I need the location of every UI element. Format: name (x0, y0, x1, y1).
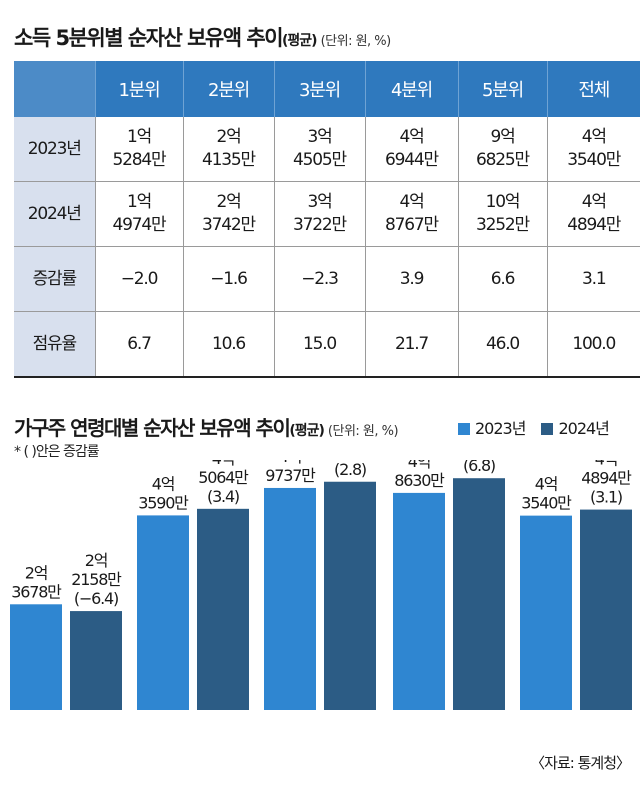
row-header: 점유율 (14, 311, 95, 378)
bar-value-label: 2158만 (71, 570, 122, 589)
table-header-cell: 2분위 (182, 61, 274, 117)
table-cell: 2억 4135만 (182, 117, 274, 182)
table-cell: −2.3 (273, 246, 365, 312)
table-title: 소득 5분위별 순자산 보유액 추이(평균) (단위: 원, %) (14, 22, 391, 52)
table-cell: 4억 4894만 (546, 181, 640, 247)
table-row: 2024년 1억 4974만 2억 3742만 3억 3722만 4억 8767만 10… (14, 181, 640, 247)
table-row: 2023년 1억 5284만 2억 4135만 3억 4505만 4억 6944만 9억… (14, 117, 640, 182)
bar-2023-3 (264, 487, 316, 710)
table-header-cell: 3분위 (273, 61, 365, 117)
bar-2023-2 (137, 515, 189, 710)
table-header-cell: 4분위 (364, 61, 458, 117)
table-header-cell: 1분위 (94, 61, 183, 117)
table-cell: 1억 5284만 (94, 117, 183, 182)
table-cell: 6.6 (457, 246, 547, 312)
table-cell: 10.6 (182, 311, 274, 378)
bar-value-label: 4억 (152, 474, 175, 493)
bar-2024-5 (580, 509, 632, 710)
chart-legend: 2023년 2024년 (458, 415, 610, 439)
bar-2023-4 (393, 492, 445, 710)
bar-value-label: 8630만 (394, 471, 445, 490)
bar-2024-3 (324, 481, 376, 710)
table-cell: 4억 3540만 (546, 117, 640, 182)
row-header: 2023년 (14, 117, 95, 182)
source-credit: 〈자료: 통계청〉 (530, 754, 631, 772)
chart-title-text: 가구주 연령대별 순자산 보유액 추이 (14, 416, 291, 440)
legend-label: 2024년 (558, 419, 609, 438)
row-header: 2024년 (14, 181, 95, 247)
legend-label: 2023년 (475, 419, 526, 438)
quintile-table: 1분위 2분위 3분위 4분위 5분위 전체 2023년 1억 5284만 2억 4… (14, 61, 640, 378)
bar-value-label: 4억 (212, 460, 235, 468)
table-unit: (단위: 원, %) (320, 34, 392, 49)
table-cell: 3.9 (364, 246, 458, 312)
bar-value-label: 3590만 (138, 493, 189, 512)
bar-value-label: 3678만 (11, 582, 62, 601)
table-cell: 1억 4974만 (94, 181, 183, 247)
table-header-corner (14, 61, 95, 117)
bar-2024-1 (70, 611, 122, 710)
table-header-row: 1분위 2분위 3분위 4분위 5분위 전체 (14, 61, 640, 117)
bar-value-label: (3.1) (590, 488, 622, 507)
bar-2024-4 (453, 478, 505, 710)
bar-value-label: (−6.4) (74, 589, 118, 608)
table-cell: 21.7 (364, 311, 458, 378)
table-cell: 3억 4505만 (273, 117, 365, 182)
bar-value-label: (3.4) (207, 487, 239, 506)
table-row: 점유율 6.7 10.6 15.0 21.7 46.0 100.0 (14, 311, 640, 378)
bar-value-label: 5064만 (198, 468, 249, 487)
bar-2023-5 (520, 515, 572, 710)
table-cell: 4억 8767만 (364, 181, 458, 247)
row-header: 증감률 (14, 246, 95, 312)
legend-swatch-2023 (458, 423, 470, 435)
table-header-cell: 전체 (546, 61, 640, 117)
table-cell: 2억 3742만 (182, 181, 274, 247)
bar-value-label: 4억 (408, 460, 431, 471)
chart-title: 가구주 연령대별 순자산 보유액 추이(평균) (단위: 원, %) (14, 412, 399, 441)
table-title-qualifier: (평균) (282, 33, 318, 49)
bar-chart: 2억3678만4억3590만4억9737만4억8630만4억3540만2억215… (10, 460, 633, 710)
bar-2023-1 (10, 604, 62, 710)
table-header-cell: 5분위 (457, 61, 547, 117)
table-cell: 10억 3252만 (457, 181, 547, 247)
table-cell: 100.0 (546, 311, 640, 378)
table-cell: 3억 3722만 (273, 181, 365, 247)
chart-title-qualifier: (평균) (289, 423, 325, 439)
table-cell: 46.0 (457, 311, 547, 378)
bar-value-label: 4억 (535, 475, 558, 494)
legend-item-2023: 2023년 (458, 415, 526, 439)
legend-item-2024: 2024년 (541, 415, 610, 439)
table-cell: 3.1 (546, 246, 640, 312)
bar-value-label: 2억 (25, 563, 48, 582)
bar-value-label: 9737만 (265, 466, 316, 485)
table-cell: 6.7 (94, 311, 183, 378)
bar-2024-2 (197, 508, 249, 710)
legend-swatch-2024 (541, 423, 554, 435)
table-cell: −2.0 (94, 246, 183, 312)
table-cell: 4억 6944만 (364, 117, 458, 182)
bar-value-label: 4억 (595, 460, 618, 469)
bar-value-label: (2.8) (334, 460, 366, 479)
bar-value-label: 2억 (85, 551, 108, 570)
bar-value-label: 4억 (279, 460, 302, 466)
table-cell: −1.6 (182, 246, 274, 312)
chart-note: * ( )안은 증감률 (14, 444, 100, 460)
chart-unit: (단위: 원, %) (327, 424, 399, 439)
table-cell: 15.0 (273, 311, 365, 378)
bar-value-label: 3540만 (521, 494, 572, 513)
bar-value-label: (6.8) (463, 460, 495, 475)
table-cell: 9억 6825만 (457, 117, 547, 182)
bar-value-label: 4894만 (581, 469, 632, 488)
table-row: 증감률 −2.0 −1.6 −2.3 3.9 6.6 3.1 (14, 246, 640, 312)
table-title-text: 소득 5분위별 순자산 보유액 추이 (14, 26, 284, 50)
